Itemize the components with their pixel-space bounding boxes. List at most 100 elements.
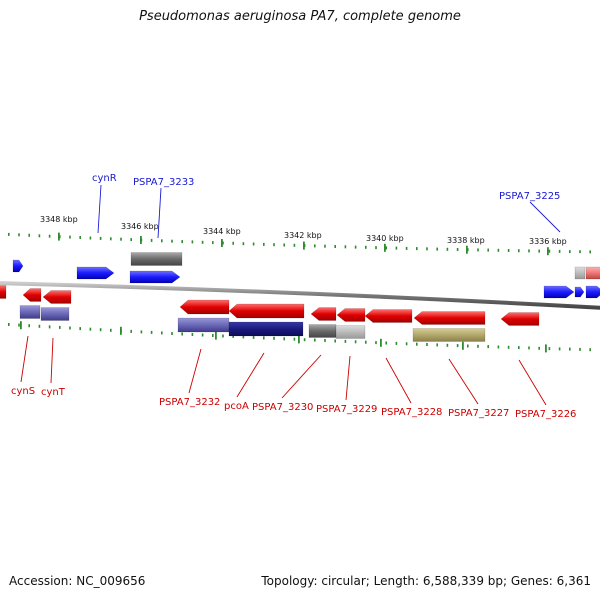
scale-tick-minor [589, 348, 591, 352]
gene-label-PSPA7_3232[interactable]: PSPA7_3232 [159, 397, 220, 408]
scale-tick-minor [28, 324, 30, 328]
gene-label-PSPA7_3229[interactable]: PSPA7_3229 [316, 404, 377, 415]
scale-tick-major [298, 335, 300, 344]
scale-tick-minor [79, 236, 81, 239]
scale-tick-major [58, 232, 60, 241]
gene-label-PSPA7_3225[interactable]: PSPA7_3225 [499, 191, 560, 202]
gene-label-PSPA7_3228[interactable]: PSPA7_3228 [381, 407, 442, 418]
scale-tick-minor [507, 345, 510, 349]
scale-tick-major [547, 247, 549, 256]
gene-label-cynR[interactable]: cynR [92, 173, 117, 184]
scale-tick-minor [365, 245, 367, 249]
scale-tick-minor [191, 240, 194, 244]
scale-tick-minor [222, 334, 224, 338]
scale-tick-major [462, 341, 464, 350]
gene-label-cynS[interactable]: cynS [11, 386, 35, 397]
scale-tick-minor [416, 247, 418, 251]
scale-tick-minor [548, 249, 551, 253]
scale-tick-major [221, 239, 223, 247]
gene-label-pcoA[interactable]: pcoA [224, 401, 249, 412]
scale-tick-minor [59, 325, 61, 329]
forward-gene-arrow [12, 259, 24, 273]
cds-bar [228, 321, 304, 337]
forward-gene-arrow [129, 270, 181, 284]
scale-tick-minor [130, 238, 132, 242]
scale-tick-minor [385, 341, 387, 345]
scale-tick-minor [242, 242, 245, 246]
scale-tick-major [120, 326, 122, 335]
gene-label-PSPA7_3230[interactable]: PSPA7_3230 [252, 402, 313, 413]
scale-tick-minor [518, 249, 520, 253]
scale-tick-minor [365, 340, 367, 344]
scale-tick-major [20, 321, 22, 330]
scale-tick-major [303, 241, 305, 250]
gene-label-PSPA7_3226[interactable]: PSPA7_3226 [515, 409, 576, 420]
scale-tick-minor [130, 329, 132, 333]
scale-tick-minor [222, 241, 224, 245]
reverse-gene-arrow [228, 303, 305, 319]
reverse-gene-arrow [179, 299, 230, 315]
reverse-gene-arrow [42, 290, 72, 304]
scale-tick-minor [48, 325, 51, 329]
scale-tick-minor [569, 347, 571, 351]
scale-tick-minor [528, 249, 530, 253]
scale-tick-minor [344, 245, 347, 249]
cds-bar [130, 252, 183, 266]
label-leader-line [448, 358, 479, 405]
scale-tick-minor [150, 238, 153, 242]
scale-tick-minor [344, 339, 347, 343]
scale-tick-minor [89, 236, 92, 240]
scale-tick-minor [8, 323, 10, 326]
scale-label: 3346 kbp [121, 222, 159, 231]
scale-tick-minor [395, 246, 398, 250]
forward-gene-arrow [76, 266, 115, 280]
forward-gene-arrow [574, 286, 585, 298]
cds-bar [335, 325, 366, 339]
gene-features [0, 252, 600, 342]
genome-summary-text: Topology: circular; Length: 6,588,339 bp… [261, 574, 591, 588]
scale-tick-minor [150, 330, 153, 334]
scale-tick-minor [324, 244, 326, 248]
scale-tick-minor [273, 243, 275, 247]
label-leader-line [385, 357, 412, 404]
scale-tick-minor [456, 344, 459, 348]
scale-tick-minor [405, 342, 408, 346]
scale-tick-minor [446, 343, 449, 347]
scale-label: 3336 kbp [529, 237, 567, 246]
scale-tick-major [140, 236, 142, 244]
scale-tick-major [466, 245, 468, 254]
scale-tick-minor [385, 246, 387, 250]
gene-label-cynT[interactable]: cynT [41, 387, 66, 398]
label-leader-line [188, 348, 202, 394]
scale-ticks-bottom [8, 321, 591, 353]
cds-bar [40, 307, 70, 321]
gene-label-PSPA7_3233[interactable]: PSPA7_3233 [133, 177, 194, 188]
scale-tick-minor [395, 341, 398, 345]
accession-text: Accession: NC_009656 [9, 574, 146, 588]
scale-tick-minor [283, 337, 285, 341]
scale-tick-minor [303, 338, 306, 342]
reverse-gene-arrow [310, 307, 337, 321]
scale-tick-minor [354, 340, 357, 344]
scale-tick-minor [89, 327, 92, 331]
scale-tick-minor [181, 240, 183, 244]
scale-tick-minor [467, 344, 469, 348]
scale-tick-minor [538, 249, 540, 253]
scale-tick-minor [507, 249, 510, 252]
scale-tick-major [380, 338, 382, 347]
scale-tick-minor [273, 336, 275, 340]
scale-label: 3338 kbp [447, 236, 485, 245]
cds-bar [308, 324, 337, 338]
scale-tick-minor [456, 248, 459, 251]
reverse-gene-arrow [500, 312, 540, 326]
reverse-gene-arrow [364, 309, 413, 323]
scale-tick-minor [212, 241, 214, 245]
scale-tick-minor [518, 346, 520, 350]
label-leader-lines [20, 184, 561, 406]
scale-tick-minor [497, 248, 500, 252]
label-leader-line [345, 355, 351, 401]
scale-tick-minor [569, 250, 571, 254]
gene-label-PSPA7_3227[interactable]: PSPA7_3227 [448, 408, 509, 419]
